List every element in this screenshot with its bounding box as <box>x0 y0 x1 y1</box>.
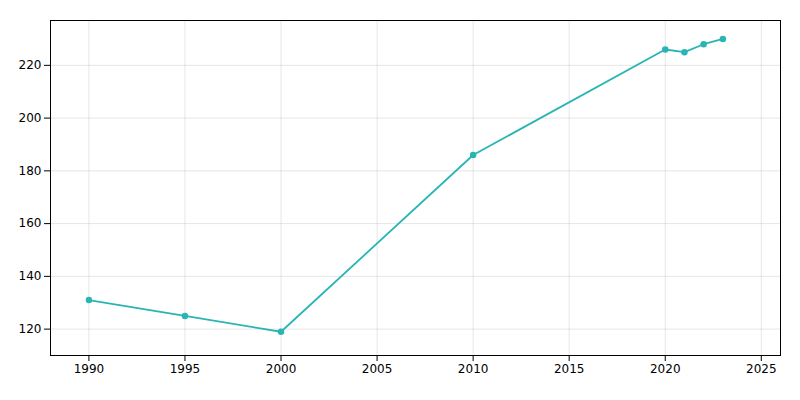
svg-text:2025: 2025 <box>746 362 777 376</box>
svg-text:2020: 2020 <box>650 362 681 376</box>
svg-text:140: 140 <box>19 269 42 283</box>
svg-text:2015: 2015 <box>554 362 585 376</box>
svg-text:220: 220 <box>19 58 42 72</box>
svg-text:2010: 2010 <box>458 362 489 376</box>
svg-text:2000: 2000 <box>266 362 297 376</box>
svg-text:120: 120 <box>19 322 42 336</box>
svg-text:1990: 1990 <box>74 362 105 376</box>
svg-text:1995: 1995 <box>170 362 201 376</box>
svg-text:200: 200 <box>19 111 42 125</box>
svg-text:180: 180 <box>19 164 42 178</box>
svg-text:2005: 2005 <box>362 362 393 376</box>
svg-text:160: 160 <box>19 216 42 230</box>
